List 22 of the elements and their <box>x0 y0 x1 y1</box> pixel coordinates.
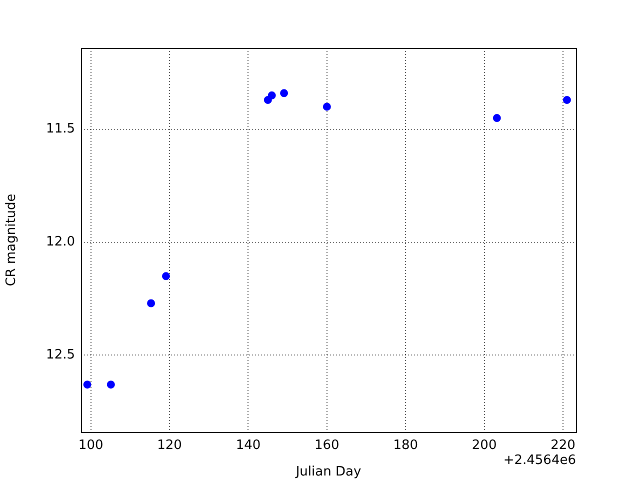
x-tick-label: 140 <box>236 438 261 454</box>
y-axis-title: CR magnitude <box>4 194 20 286</box>
x-tick-label: 200 <box>472 438 497 454</box>
point <box>268 91 276 100</box>
point <box>562 96 571 104</box>
point <box>280 89 288 98</box>
y-tick-label: 12.5 <box>46 348 75 363</box>
point <box>106 380 115 389</box>
point <box>492 114 501 122</box>
x-tick-label: 180 <box>393 438 418 454</box>
x-tick-label: 160 <box>314 438 340 454</box>
point <box>147 299 156 308</box>
point <box>162 272 170 280</box>
point <box>83 380 92 389</box>
point <box>322 102 331 111</box>
x-tick-label: 120 <box>157 438 182 454</box>
text: +2.4564e6 <box>503 452 576 468</box>
x-tick-label: 100 <box>78 438 104 454</box>
x-tick-label: 220 <box>550 438 576 454</box>
y-tick-label: 12.0 <box>46 234 75 250</box>
y-tick-label: 11.5 <box>46 122 75 137</box>
x-axis-title: Julian Day <box>294 464 362 480</box>
